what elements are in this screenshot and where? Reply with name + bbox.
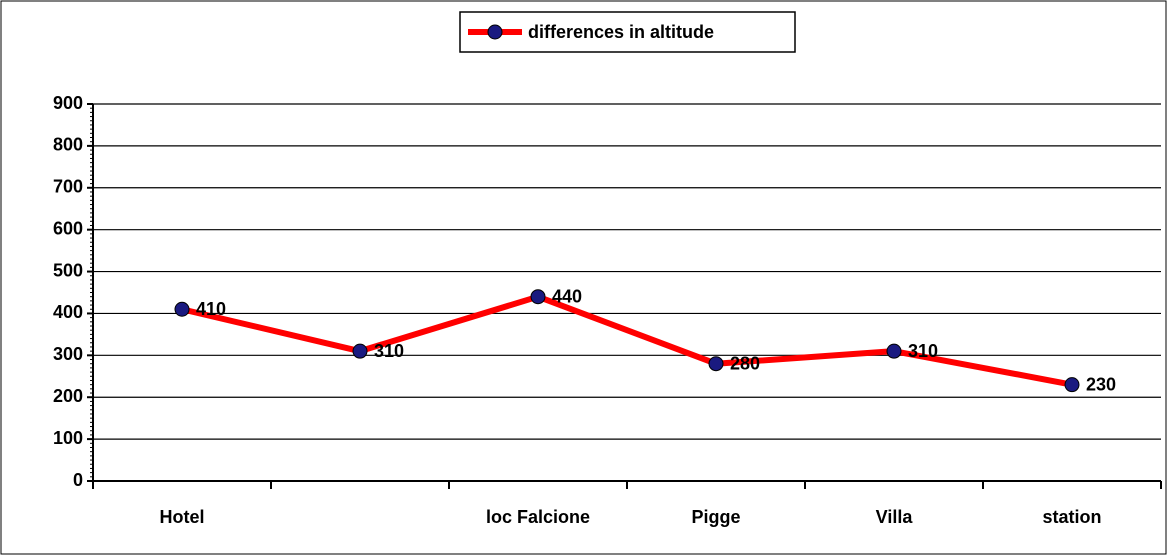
data-label: 440: [552, 286, 582, 306]
y-tick-label: 0: [73, 470, 83, 490]
data-label: 280: [730, 353, 760, 373]
y-tick-label: 300: [53, 344, 83, 364]
x-tick-label: station: [1042, 507, 1101, 527]
legend-marker: [487, 24, 503, 40]
legend-label: differences in altitude: [528, 22, 714, 42]
y-tick-label: 600: [53, 218, 83, 238]
y-tick-label: 500: [53, 260, 83, 280]
marker: [708, 356, 724, 372]
x-tick-label: Villa: [876, 507, 914, 527]
x-tick-label: Hotel: [160, 507, 205, 527]
data-label: 310: [908, 341, 938, 361]
y-tick-label: 100: [53, 428, 83, 448]
y-tick-label: 200: [53, 386, 83, 406]
series-line: [181, 293, 1073, 388]
y-tick-label: 800: [53, 135, 83, 155]
x-tick-label: Pigge: [691, 507, 740, 527]
data-label: 230: [1086, 374, 1116, 394]
data-label: 310: [374, 341, 404, 361]
marker: [1064, 377, 1080, 393]
y-tick-label: 700: [53, 177, 83, 197]
y-tick-label: 400: [53, 302, 83, 322]
y-tick-label: 900: [53, 93, 83, 113]
marker: [530, 289, 546, 305]
data-label: 410: [196, 299, 226, 319]
marker: [174, 301, 190, 317]
x-tick-label: loc Falcione: [486, 507, 590, 527]
marker: [352, 343, 368, 359]
marker: [886, 343, 902, 359]
